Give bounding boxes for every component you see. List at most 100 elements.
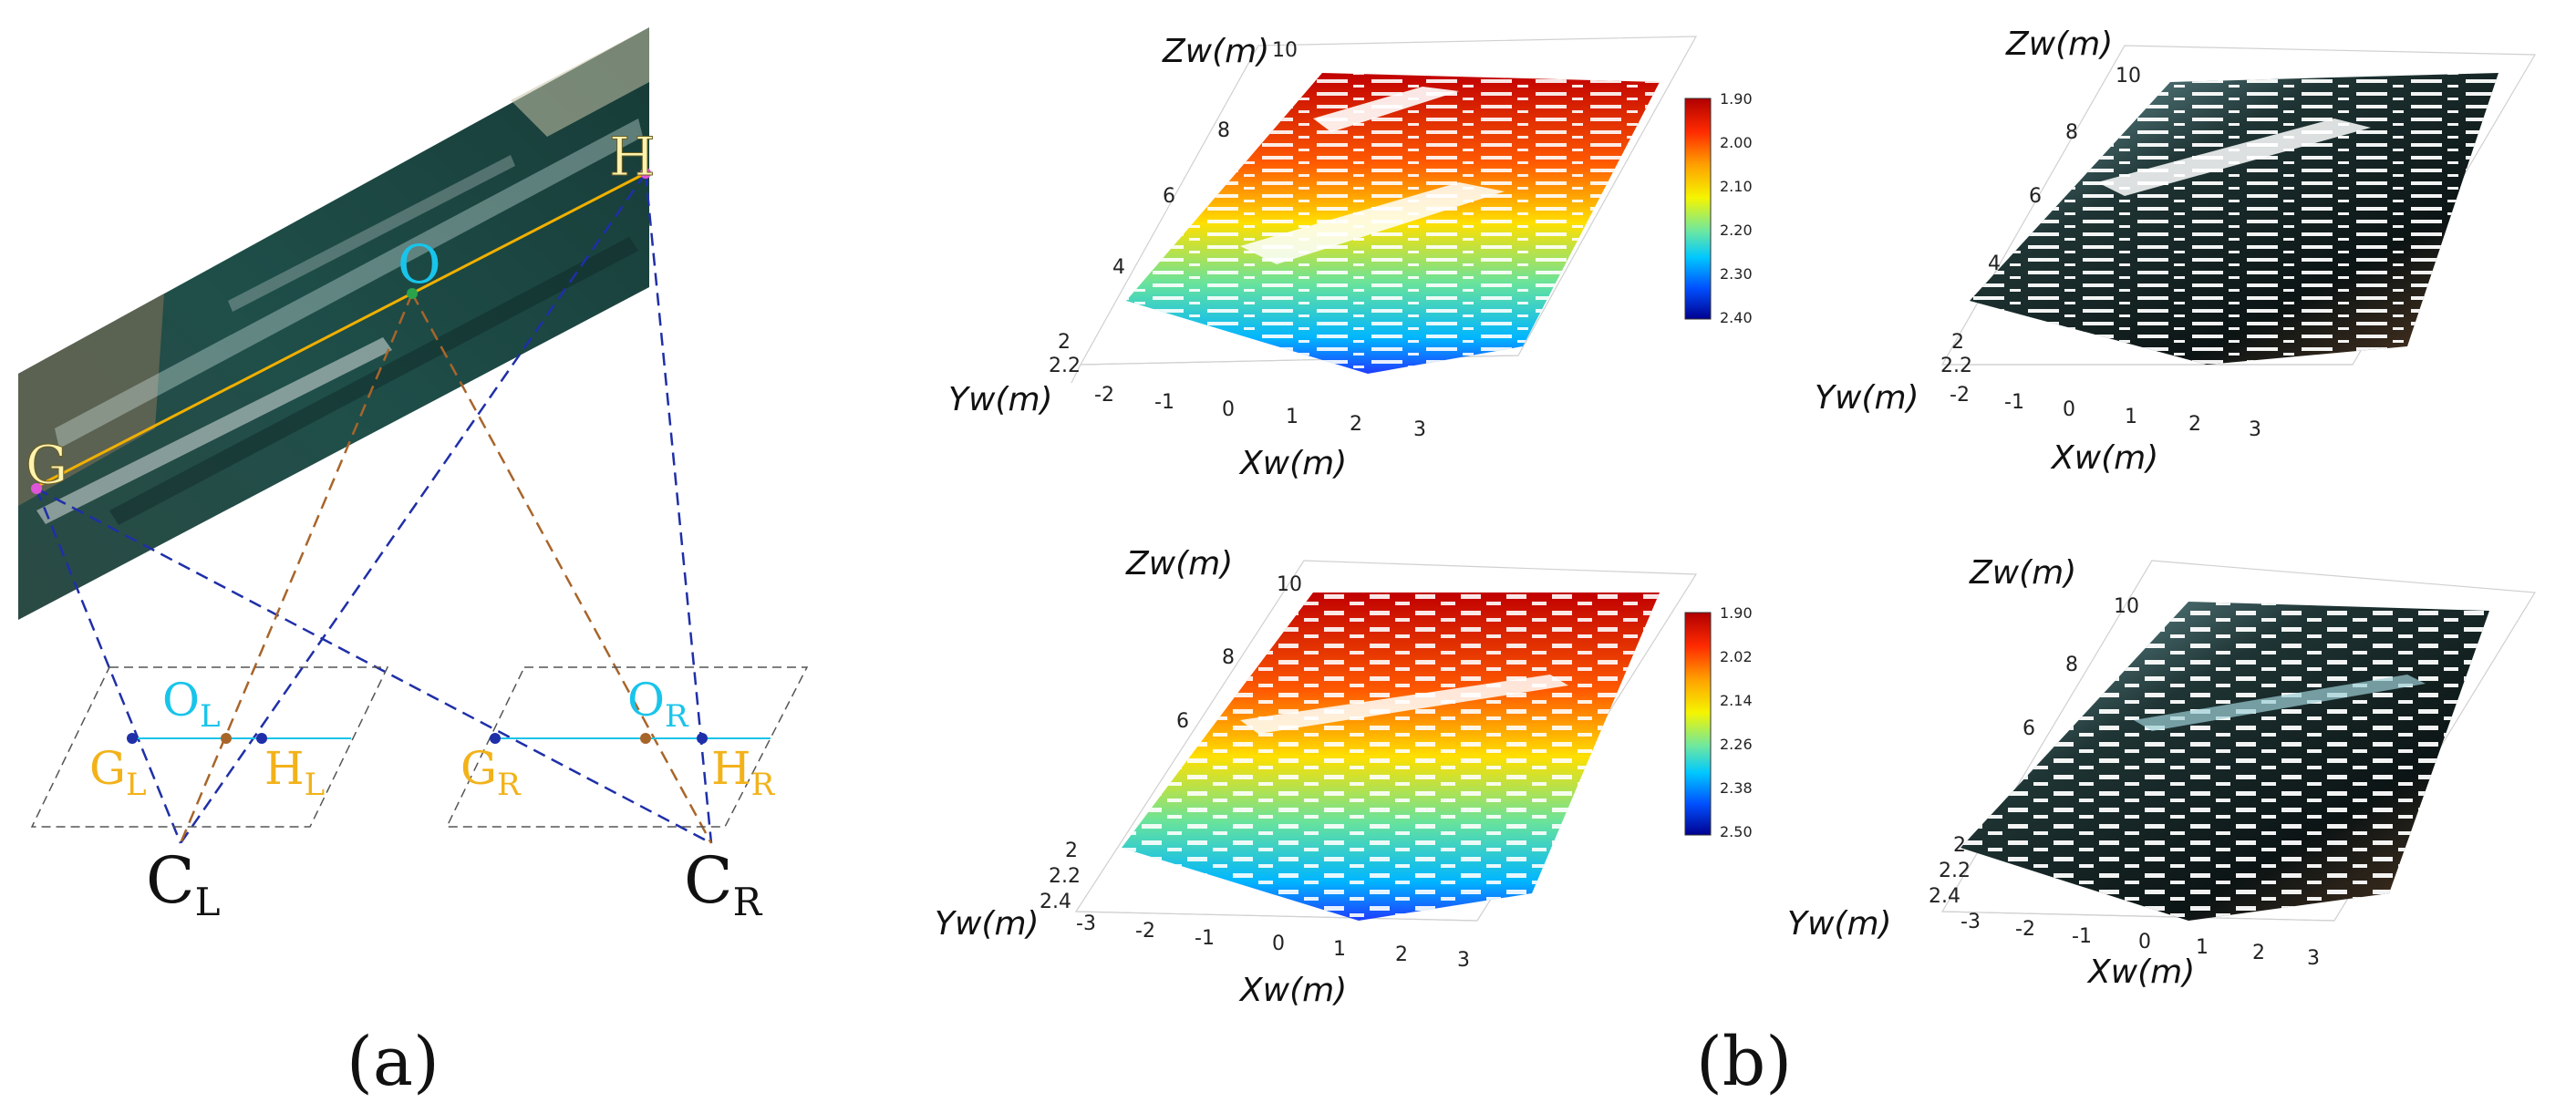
z-tick: 8: [2065, 654, 2078, 676]
point-o-marker: [407, 288, 418, 299]
y-axis-label: Yw(m): [1815, 379, 1919, 417]
z-tick: 6: [2029, 185, 2042, 208]
y-tick: 2.2: [1939, 860, 1971, 882]
colorbar-1-tick: 2.00: [1720, 134, 1753, 151]
x-tick: 3: [2307, 947, 2320, 970]
colorbar-3-tick: 2.26: [1720, 736, 1753, 753]
x-tick: 1: [2125, 406, 2137, 428]
y-tick: 2: [1065, 840, 1078, 862]
x-tick: 3: [2249, 418, 2261, 441]
x-tick: 1: [1333, 938, 1346, 961]
caption-a: (a): [347, 1023, 440, 1101]
colorbar-3-tick: 2.38: [1720, 779, 1753, 797]
colorbar-1-tick: 2.10: [1720, 178, 1753, 195]
plot-2: Zw(m) 10 8 6 4 2 2.2 Yw(m) -2 -1 0 1 2 3…: [1815, 26, 2537, 477]
x-tick: 3: [1457, 949, 1470, 972]
x-tick: 0: [2138, 931, 2151, 953]
y-axis-label: Yw(m): [935, 905, 1040, 943]
z-axis-label: Zw(m): [1162, 33, 1269, 70]
label-cl: CL: [146, 843, 220, 924]
label-hl: HL: [264, 742, 325, 803]
y-tick: 2: [1951, 331, 1964, 354]
label-h: H: [609, 126, 656, 188]
z-tick: 10: [2116, 65, 2141, 88]
x-tick: 0: [2063, 398, 2075, 421]
z-axis-label: Zw(m): [2005, 26, 2113, 63]
y-axis-label: Yw(m): [1787, 905, 1892, 943]
label-cr: CR: [684, 843, 763, 924]
point-g-marker: [31, 483, 42, 494]
plot-3: 1.90 2.02 2.14 2.26 2.38 2.50 Zw(m) 10 8…: [935, 545, 1753, 1009]
x-tick: 2: [1395, 943, 1408, 966]
x-tick: 1: [1286, 406, 1298, 428]
x-tick: -1: [2004, 391, 2024, 414]
x-tick: -1: [1154, 391, 1174, 414]
x-tick: -2: [1094, 384, 1114, 407]
x-tick: -2: [1135, 920, 1155, 943]
y-tick: 2.4: [1929, 885, 1960, 908]
x-tick: 2: [1350, 413, 1362, 436]
z-tick: 8: [1222, 646, 1235, 669]
x-tick: -2: [2015, 918, 2035, 941]
colorbar-3-tick: 2.02: [1720, 648, 1753, 665]
z-tick: 8: [1217, 119, 1230, 142]
point-h-marker: [640, 168, 651, 179]
x-tick: 3: [1413, 418, 1426, 441]
colorbar-1-tick: 1.90: [1720, 90, 1753, 108]
x-tick: -3: [1960, 911, 1981, 933]
label-o: O: [398, 233, 441, 295]
colorbar-3-tick: 2.14: [1720, 692, 1753, 709]
plot-4: Zw(m) 10 8 6 2 2.2 2.4 Yw(m) -3 -2 -1 0 …: [1787, 554, 2537, 991]
z-axis-label: Zw(m): [1969, 554, 2076, 592]
image-plane-right: [445, 666, 809, 828]
x-tick: 1: [2196, 936, 2209, 959]
z-tick: 6: [1163, 185, 1175, 208]
colorbar-3: [1684, 612, 1712, 836]
channel-photo-strip: [18, 27, 649, 620]
x-tick: -1: [1195, 927, 1215, 950]
x-axis-label: Xw(m): [2050, 439, 2158, 477]
z-tick: 10: [1272, 39, 1298, 62]
x-tick: 2: [2188, 413, 2201, 436]
x-tick: -2: [1950, 384, 1970, 407]
z-tick: 8: [2065, 121, 2078, 144]
z-tick: 10: [2114, 595, 2139, 618]
colorbar-3-tick: 2.50: [1720, 823, 1753, 840]
x-axis-label: Xw(m): [1238, 445, 1347, 482]
z-tick: 6: [2023, 717, 2035, 740]
x-tick: -3: [1076, 912, 1096, 935]
label-g: G: [26, 434, 67, 496]
x-tick: 0: [1272, 933, 1285, 955]
label-gr: GR: [460, 742, 522, 803]
z-tick: 4: [1988, 252, 2001, 275]
z-tick: 6: [1176, 710, 1189, 733]
y-tick: 2.4: [1040, 891, 1071, 913]
z-axis-label: Zw(m): [1125, 545, 1233, 582]
panel-a: G H O OL GL HL OR GR HR CL CR (a): [18, 27, 809, 1101]
label-gl: GL: [89, 742, 147, 803]
x-tick: 0: [1222, 398, 1235, 421]
y-tick: 2: [1058, 331, 1071, 354]
caption-b: (b): [1696, 1023, 1792, 1101]
line-gh: [32, 171, 647, 490]
image-plane-left: [30, 666, 389, 828]
colorbar-1-tick: 2.40: [1720, 309, 1753, 326]
y-axis-label: Yw(m): [948, 381, 1053, 418]
z-tick: 10: [1277, 573, 1302, 596]
colorbar-1-tick: 2.30: [1720, 265, 1753, 283]
x-tick: 2: [2252, 942, 2265, 964]
label-hr: HR: [711, 742, 776, 803]
colorbar-1-tick: 2.20: [1720, 222, 1753, 239]
plot-1: 1.90 2.00 2.10 2.20 2.30 2.40 Zw(m) 10 8…: [948, 33, 1753, 482]
y-tick: 2.2: [1049, 865, 1081, 888]
colorbar-1: [1684, 98, 1712, 320]
x-axis-label: Xw(m): [1238, 972, 1347, 1009]
label-ol: OL: [162, 674, 221, 735]
y-tick: 2: [1953, 834, 1966, 857]
y-tick: 2.2: [1940, 355, 1972, 377]
projection-rays: [35, 172, 713, 845]
y-tick: 2.2: [1049, 355, 1081, 377]
z-tick: 4: [1112, 256, 1125, 279]
x-tick: -1: [2072, 925, 2092, 948]
